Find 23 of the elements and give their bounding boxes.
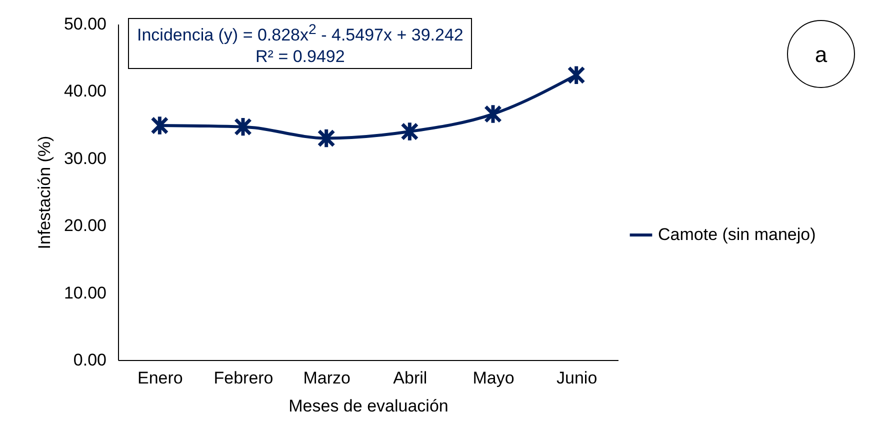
- x-tick-label: Abril: [393, 368, 428, 388]
- annotation: Incidencia (y) = 0.828x$^{2}$ - 4.5497x + 39.242 R² = 0.9492: [128, 18, 472, 69]
- point: [567, 64, 586, 86]
- y-tick-label: 30.00: [64, 148, 106, 168]
- point: [150, 114, 169, 136]
- point: [400, 120, 419, 142]
- point: [317, 128, 336, 149]
- y-tick-label: 20.00: [64, 216, 106, 236]
- y-axis-title: Infestación (%): [34, 136, 54, 250]
- point: [484, 103, 502, 125]
- x-tick-label: Mayo: [472, 368, 514, 388]
- x-tick-label: Febrero: [214, 368, 274, 388]
- point: [234, 116, 252, 138]
- text: a: [787, 20, 855, 88]
- x-axis-title: Meses de evaluación: [288, 396, 448, 416]
- y-tick-label: 40.00: [64, 82, 106, 101]
- y-tick-label: 10.00: [64, 283, 106, 302]
- legend-label: Camote (sin manejo): [658, 225, 816, 244]
- y-tick-label: 0.00: [73, 350, 106, 370]
- x-tick-label: Enero: [137, 368, 183, 388]
- y-tick-label: 50.00: [64, 14, 106, 34]
- x-tick-label: Junio: [556, 368, 598, 388]
- x-tick-label: Marzo: [303, 368, 350, 388]
